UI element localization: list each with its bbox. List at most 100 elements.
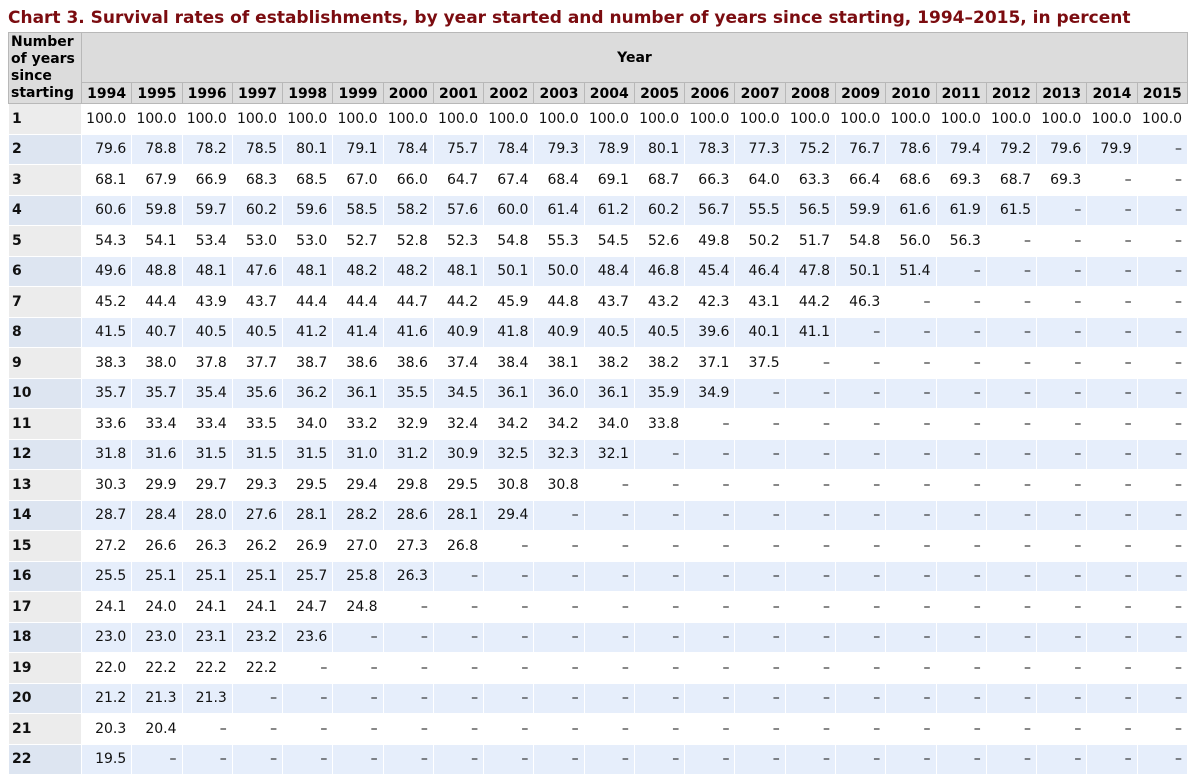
cell: 30.8 (483, 469, 535, 501)
table-row: 20 21.2 21.3 21.3– – – – – – – – – – – – – – – – – – – (8, 682, 1189, 714)
row-label: 18 (8, 621, 82, 653)
cell: – (784, 621, 836, 653)
cell: 68.3 (231, 164, 284, 196)
cell: – (1036, 316, 1088, 348)
cell: 27.3 (382, 530, 434, 562)
cell: – (1136, 438, 1189, 470)
cell: 33.2 (332, 408, 384, 440)
cell: 26.3 (382, 560, 434, 592)
cell: 28.1 (282, 499, 334, 531)
cell: 67.4 (483, 164, 535, 196)
year-header: 2015 (1136, 82, 1189, 104)
cell: 40.5 (231, 316, 284, 348)
cell: 23.2 (231, 621, 284, 653)
cell: 28.2 (332, 499, 384, 531)
cell: 100.0 (583, 103, 635, 135)
cell: 38.0 (131, 347, 183, 379)
cell: 23.0 (131, 621, 183, 653)
cell: 53.4 (181, 225, 233, 257)
cell: – (483, 743, 535, 775)
cell: 29.3 (231, 469, 284, 501)
row-label: 14 (8, 499, 82, 531)
table-row: 15 27.2 26.6 26.3 26.2 26.9 27.0 27.3 26.8– – – – – –… (8, 530, 1189, 562)
cell: 41.8 (483, 316, 535, 348)
cell: 29.5 (432, 469, 485, 501)
cell: 32.9 (382, 408, 434, 440)
cell: – (734, 652, 786, 684)
cell: 79.1 (332, 133, 384, 165)
column-group-header: Year (81, 32, 1188, 83)
cell: – (784, 499, 836, 531)
cell: – (181, 713, 233, 745)
cell: 68.6 (885, 164, 937, 196)
cell: – (734, 438, 786, 470)
cell: – (1136, 743, 1189, 775)
cell: – (834, 499, 887, 531)
cell: 61.5 (985, 194, 1038, 226)
cell: – (1086, 408, 1138, 440)
row-label: 21 (8, 713, 82, 745)
cell: – (1086, 530, 1138, 562)
cell: 48.1 (282, 255, 334, 287)
cell: 54.8 (483, 225, 535, 257)
cell: – (533, 713, 585, 745)
cell: 31.0 (332, 438, 384, 470)
cell: 78.5 (231, 133, 284, 165)
table-row: 18 23.0 23.0 23.1 23.2 23.6– – – – – – – – – – – – – – – – – (8, 621, 1189, 653)
cell: 44.7 (382, 286, 434, 318)
cell: – (633, 682, 686, 714)
cell: 38.4 (483, 347, 535, 379)
cell: – (734, 499, 786, 531)
cell: – (885, 591, 937, 623)
cell: – (583, 682, 635, 714)
cell: 34.5 (432, 377, 485, 409)
cell: 100.0 (1086, 103, 1138, 135)
cell: 48.4 (583, 255, 635, 287)
cell: 31.8 (80, 438, 133, 470)
cell: – (633, 713, 686, 745)
table-row: 5 54.3 54.1 53.4 53.0 53.0 52.7 52.8 52.3 54.8 55.… (8, 225, 1189, 257)
cell: – (985, 530, 1038, 562)
cell: – (1136, 713, 1189, 745)
cell: – (1136, 225, 1189, 257)
year-row: 1994 1995 1996 1997 1998 1999 2000 2001 2002 2003… (9, 82, 1189, 104)
row-label: 6 (8, 255, 82, 287)
cell: 29.4 (332, 469, 384, 501)
cell: 44.2 (432, 286, 485, 318)
cell: 54.8 (834, 225, 887, 257)
cell: – (834, 682, 887, 714)
cell: 44.4 (282, 286, 334, 318)
year-header: 1999 (332, 82, 384, 104)
cell: – (332, 713, 384, 745)
cell: 68.7 (633, 164, 686, 196)
cell: – (633, 499, 686, 531)
cell: – (684, 499, 736, 531)
cell: 36.2 (282, 377, 334, 409)
table-row: 14 28.7 28.4 28.0 27.6 28.1 28.2 28.6 28.1 29.4– –… (8, 499, 1189, 531)
table-row: 3 68.1 67.9 66.9 68.3 68.5 67.0 66.0 64.7 67.4 68.… (8, 164, 1189, 196)
cell: – (633, 530, 686, 562)
cell: – (1036, 408, 1088, 440)
cell: 32.1 (583, 438, 635, 470)
cell: 24.1 (231, 591, 284, 623)
cell: – (985, 255, 1038, 287)
cell: – (784, 408, 836, 440)
cell: 33.8 (633, 408, 686, 440)
cell: – (1136, 621, 1189, 653)
table-row: 2 79.6 78.8 78.2 78.5 80.1 79.1 78.4 75.7 78.4 79.… (8, 133, 1189, 165)
cell: – (1086, 316, 1138, 348)
cell: 50.2 (734, 225, 786, 257)
cell: 52.6 (633, 225, 686, 257)
cell: 37.8 (181, 347, 233, 379)
cell: 56.3 (935, 225, 987, 257)
cell: 79.6 (80, 133, 133, 165)
cell: 48.2 (332, 255, 384, 287)
cell: 79.4 (935, 133, 987, 165)
cell: 61.6 (885, 194, 937, 226)
cell: 63.3 (784, 164, 836, 196)
cell: 43.2 (633, 286, 686, 318)
cell: – (1036, 499, 1088, 531)
cell: – (1036, 347, 1088, 379)
cell: – (633, 560, 686, 592)
cell: – (382, 621, 434, 653)
